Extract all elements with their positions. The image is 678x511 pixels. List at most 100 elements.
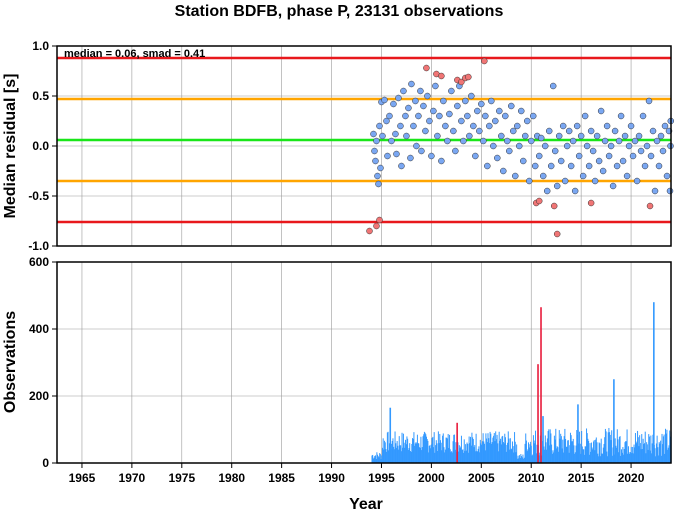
observation-bar	[422, 436, 424, 463]
observation-bar	[626, 429, 628, 463]
observation-bar	[501, 436, 503, 463]
observation-bar	[397, 445, 399, 463]
observation-bar	[649, 450, 651, 463]
observation-bar	[470, 445, 472, 463]
observation-bar	[602, 447, 604, 463]
y-tick-label: 0	[42, 456, 49, 470]
residual-point	[434, 132, 441, 140]
observation-bar	[657, 447, 659, 463]
observation-bar	[506, 444, 508, 463]
residual-point	[619, 157, 627, 165]
observation-bar	[381, 455, 383, 463]
observation-bar	[511, 441, 513, 463]
observation-bar	[589, 443, 591, 463]
observation-bar	[488, 442, 490, 463]
residual-point	[527, 137, 535, 145]
observation-bar	[558, 430, 560, 463]
observation-bar-peak	[456, 422, 458, 463]
observation-bar	[567, 440, 569, 463]
observation-bar	[545, 442, 547, 463]
observation-bar	[529, 444, 531, 463]
observation-bar	[596, 442, 598, 463]
observation-bar	[607, 432, 609, 463]
observation-bar	[565, 446, 567, 463]
observation-bar	[400, 445, 402, 463]
observation-bar	[393, 449, 395, 463]
observation-bar	[445, 437, 447, 463]
residual-point	[422, 127, 429, 135]
residual-points	[366, 57, 675, 238]
observation-bar	[518, 458, 520, 463]
observation-bar	[585, 446, 587, 463]
residual-point	[417, 87, 424, 95]
x-tick-label: 2010	[518, 471, 545, 485]
residual-point	[458, 117, 465, 125]
residual-point	[506, 147, 513, 155]
observation-bar	[658, 455, 660, 463]
observation-bar	[554, 439, 556, 463]
observation-bar	[553, 452, 555, 463]
residual-point	[498, 132, 505, 140]
residual-point	[481, 57, 488, 65]
observation-bar	[550, 433, 552, 463]
observation-bar	[439, 433, 441, 463]
observation-bar	[416, 434, 418, 463]
residual-point	[415, 112, 422, 120]
observation-bar	[471, 432, 473, 463]
residual-point	[523, 117, 531, 125]
observation-bar	[527, 449, 529, 463]
observation-bar	[591, 447, 593, 463]
y-tick-label: -1.0	[28, 239, 49, 253]
residual-point	[631, 137, 639, 145]
observation-bar	[495, 439, 497, 463]
observation-bar	[588, 454, 590, 463]
observation-bar	[497, 443, 499, 463]
observation-bar	[560, 433, 562, 463]
residual-point	[446, 110, 453, 118]
residual-point	[607, 142, 615, 150]
observation-bar	[646, 442, 648, 463]
x-tick-label: 1970	[119, 471, 146, 485]
observation-bar	[568, 452, 570, 463]
observations-y-axis-label: Observations	[2, 311, 19, 413]
residual-point	[371, 147, 378, 155]
observation-bar	[429, 445, 431, 463]
residual-point	[563, 142, 571, 150]
observation-bar	[553, 435, 555, 463]
observation-bar	[660, 440, 662, 463]
residual-point	[482, 112, 489, 120]
observation-bar	[385, 449, 387, 463]
observation-bar	[663, 434, 665, 463]
observation-bar	[379, 454, 381, 463]
residual-point	[645, 97, 653, 105]
observation-bar	[439, 440, 441, 463]
residual-point	[605, 152, 613, 160]
observation-bar	[597, 453, 599, 463]
observation-bar	[395, 443, 397, 463]
residual-point	[593, 132, 601, 140]
residual-point	[571, 187, 579, 195]
observation-bar	[371, 455, 373, 463]
observation-bar	[509, 449, 511, 463]
residual-point	[398, 162, 405, 170]
observation-bar	[468, 436, 470, 463]
residual-point	[450, 127, 457, 135]
observation-bar	[405, 444, 407, 463]
observation-bar	[526, 451, 528, 463]
residual-point	[426, 117, 433, 125]
observation-bar	[647, 449, 649, 463]
y-tick-label: 400	[29, 322, 49, 336]
observation-bar	[443, 447, 445, 463]
residual-point	[659, 147, 667, 155]
observation-bar	[547, 431, 549, 463]
observation-bar	[616, 429, 618, 463]
residual-point	[484, 162, 491, 170]
observation-bar	[511, 448, 513, 463]
observations-y-ticks: 600 400 200 0	[29, 255, 57, 470]
observation-bar	[483, 441, 485, 463]
observation-bar	[593, 440, 595, 463]
observation-bar	[570, 435, 572, 463]
residual-point	[494, 154, 501, 162]
observation-bar	[636, 441, 638, 463]
observation-bar	[639, 435, 641, 463]
